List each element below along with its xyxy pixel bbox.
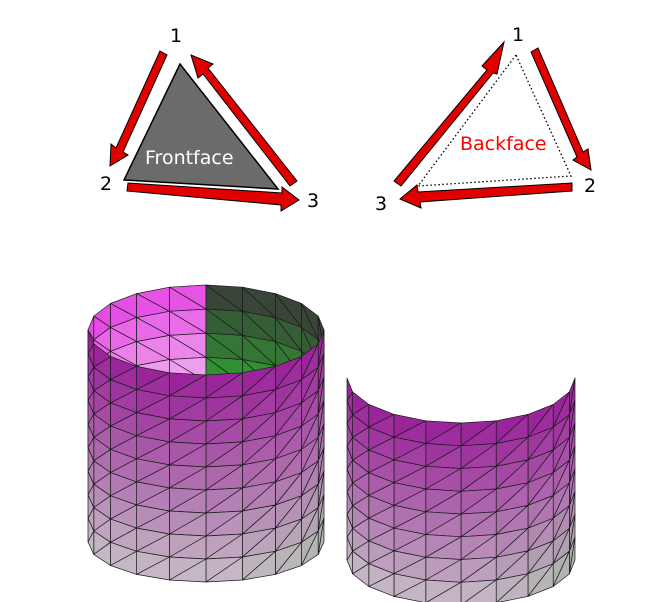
backface-diagram: Backface 1 2 3 (375, 24, 596, 215)
backface-triangle (416, 53, 572, 187)
mesh-triangle (464, 579, 497, 602)
half-cylinder-mesh (346, 377, 576, 602)
arrow-2-to-3 (126, 182, 300, 212)
mesh-triangle (426, 581, 462, 602)
arrow-3-to-1 (393, 40, 505, 187)
arrow-3-to-1 (190, 54, 298, 187)
arrow-2-to-3 (399, 182, 573, 209)
arrow-1-to-2 (530, 47, 592, 171)
mesh-triangle (87, 530, 95, 555)
frontface-label: Frontface (145, 147, 234, 169)
backface-arrows (393, 40, 592, 209)
back-vertex-1-label: 1 (512, 24, 524, 46)
frontface-arrows (109, 50, 300, 212)
full-cylinder-mesh (87, 284, 325, 583)
frontface-diagram: Frontface 1 2 3 (100, 25, 319, 212)
back-vertex-3-label: 3 (375, 193, 387, 215)
mesh-triangle (93, 541, 111, 566)
mesh-triangle (352, 563, 370, 587)
mesh-triangle (205, 556, 243, 583)
mesh-triangle (346, 550, 353, 575)
mesh-triangle (569, 536, 576, 575)
mesh-triangle (169, 558, 207, 583)
arrow-1-to-2 (109, 50, 168, 167)
mesh-triangle (496, 573, 529, 602)
backface-label: Backface (460, 133, 547, 155)
frontface-triangle (122, 62, 280, 190)
front-vertex-3-label: 3 (307, 190, 319, 212)
mesh-triangle (275, 541, 302, 575)
back-vertex-2-label: 2 (584, 175, 596, 197)
mesh-triangle (317, 518, 325, 555)
mesh-triangle (552, 550, 570, 587)
mesh-triangle (527, 563, 554, 597)
mesh-triangle (301, 530, 319, 566)
front-vertex-1-label: 1 (170, 25, 182, 47)
mesh-triangle (242, 550, 276, 581)
mesh-triangle (368, 573, 395, 597)
mesh-triangle (136, 556, 170, 581)
mesh-triangle (393, 579, 427, 602)
mesh-triangle (110, 550, 137, 575)
front-vertex-2-label: 2 (100, 173, 112, 195)
